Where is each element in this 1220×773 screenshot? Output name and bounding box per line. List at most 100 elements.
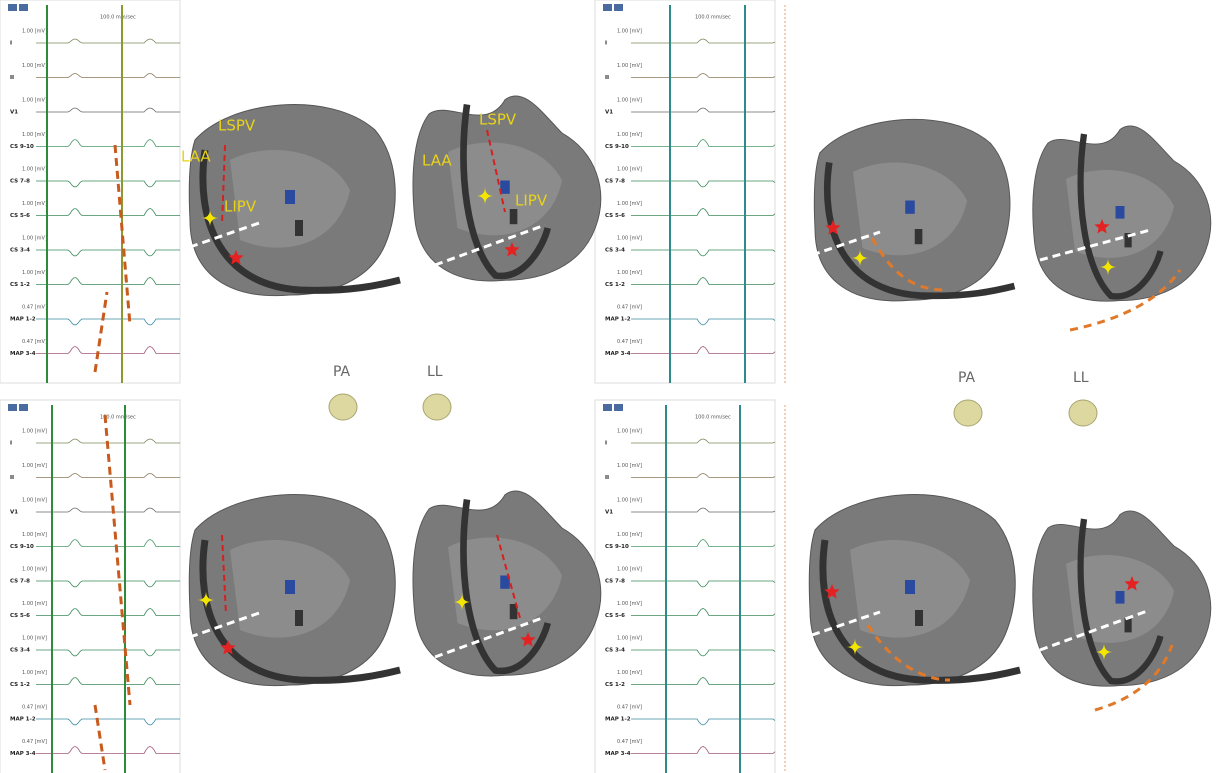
channel-gain: 1.00 [mV] [617, 167, 642, 173]
channel-gain: 1.00 [mV] [617, 236, 642, 242]
channel-gain: 1.00 [mV] [617, 270, 642, 276]
channel-gain: 1.00 [mV] [22, 670, 47, 676]
channel-name: CS 1-2 [605, 282, 625, 288]
channel-name: I [605, 441, 607, 447]
channel-gain: 1.00 [mV] [617, 498, 642, 504]
channel-gain: 1.00 [mV] [22, 63, 47, 69]
channel-gain: 1.00 [mV] [22, 498, 47, 504]
channel-gain: 1.00 [mV] [22, 167, 47, 173]
channel-gain: 1.00 [mV] [22, 567, 47, 573]
channel-gain: 1.00 [mV] [617, 98, 642, 104]
channel-gain: 1.00 [mV] [617, 601, 642, 607]
channel-name: CS 7-8 [10, 579, 30, 585]
channel-name: V1 [605, 110, 613, 116]
toolbar-icon [614, 4, 623, 11]
channel-gain: 1.00 [mV] [22, 601, 47, 607]
orientation-label: PA [333, 364, 351, 380]
channel-name: MAP 3-4 [605, 751, 631, 757]
channel-name: CS 3-4 [605, 248, 625, 254]
heart-model [814, 119, 1014, 301]
toolbar-icon [614, 404, 623, 411]
channel-name: V1 [10, 510, 18, 516]
electrode [285, 580, 295, 594]
electrode [1116, 206, 1125, 219]
toolbar-icon [19, 404, 28, 411]
channel-name: II [605, 75, 609, 81]
channel-gain: 1.00 [mV] [617, 63, 642, 69]
orientation-label: LL [1073, 370, 1089, 386]
electrode [915, 229, 923, 244]
channel-gain: 1.00 [mV] [22, 463, 47, 469]
electrode [905, 580, 915, 594]
toolbar-icon [603, 4, 612, 11]
channel-name: II [10, 475, 14, 481]
sweep-speed: 100.0 mm/sec [695, 415, 731, 421]
electrode [1116, 591, 1125, 604]
channel-name: CS 3-4 [10, 648, 30, 654]
toolbar-icon [8, 4, 17, 11]
channel-name: MAP 1-2 [605, 717, 631, 723]
anatomy-label: LSPV [479, 111, 517, 129]
anatomy-label: LIPV [515, 192, 548, 210]
channel-gain: 1.00 [mV] [22, 429, 47, 435]
egm-panel: 100.0 mm/sec1.00 [mV]I1.00 [mV]II1.00 [m… [0, 0, 180, 383]
channel-gain: 1.00 [mV] [617, 132, 642, 138]
electrode [915, 610, 923, 626]
channel-gain: 0.47 [mV] [22, 339, 47, 345]
channel-gain: 0.47 [mV] [617, 705, 642, 711]
channel-name: MAP 3-4 [10, 351, 36, 357]
heart-model [809, 495, 1020, 686]
anatomy-label: LSPV [218, 117, 256, 135]
orientation-icon [1069, 400, 1097, 426]
electrode [500, 181, 510, 194]
electrode [295, 610, 303, 626]
channel-name: CS 9-10 [10, 144, 34, 150]
channel-gain: 0.47 [mV] [617, 339, 642, 345]
channel-gain: 1.00 [mV] [22, 532, 47, 538]
channel-gain: 1.00 [mV] [22, 270, 47, 276]
channel-name: CS 7-8 [605, 179, 625, 185]
orientation-icon [954, 400, 982, 426]
anatomy-label: LAA [181, 148, 211, 166]
channel-name: CS 1-2 [10, 682, 30, 688]
heart-model [1033, 126, 1211, 301]
channel-gain: 1.00 [mV] [617, 532, 642, 538]
channel-gain: 1.00 [mV] [22, 98, 47, 104]
anatomy-label: LIPV [224, 198, 257, 216]
channel-gain: 1.00 [mV] [617, 201, 642, 207]
channel-gain: 0.47 [mV] [617, 305, 642, 311]
channel-gain: 0.47 [mV] [22, 305, 47, 311]
channel-name: CS 7-8 [10, 179, 30, 185]
channel-gain: 1.00 [mV] [617, 429, 642, 435]
channel-name: CS 1-2 [605, 682, 625, 688]
channel-name: MAP 3-4 [605, 351, 631, 357]
channel-gain: 1.00 [mV] [617, 567, 642, 573]
orientation-icon [423, 394, 451, 420]
channel-gain: 1.00 [mV] [22, 236, 47, 242]
channel-name: MAP 1-2 [605, 317, 631, 323]
toolbar-icon [603, 404, 612, 411]
heart-model [189, 495, 400, 686]
channel-gain: 0.47 [mV] [22, 739, 47, 745]
toolbar-icon [19, 4, 28, 11]
channel-name: CS 5-6 [10, 613, 30, 619]
egm-background [595, 0, 775, 383]
channel-name: I [605, 41, 607, 47]
channel-name: II [605, 475, 609, 481]
channel-gain: 1.00 [mV] [617, 463, 642, 469]
channel-gain: 1.00 [mV] [617, 636, 642, 642]
channel-name: MAP 3-4 [10, 751, 36, 757]
orientation-icon [329, 394, 357, 420]
channel-name: MAP 1-2 [10, 717, 36, 723]
channel-name: II [10, 75, 14, 81]
sweep-speed: 100.0 mm/sec [695, 15, 731, 21]
channel-gain: 1.00 [mV] [22, 132, 47, 138]
electrode [1125, 618, 1132, 632]
electrode [295, 220, 303, 236]
channel-name: CS 9-10 [605, 144, 629, 150]
electrode [905, 201, 915, 214]
channel-gain: 1.00 [mV] [22, 201, 47, 207]
egm-background [0, 0, 180, 383]
sweep-speed: 100.0 mm/sec [100, 15, 136, 21]
